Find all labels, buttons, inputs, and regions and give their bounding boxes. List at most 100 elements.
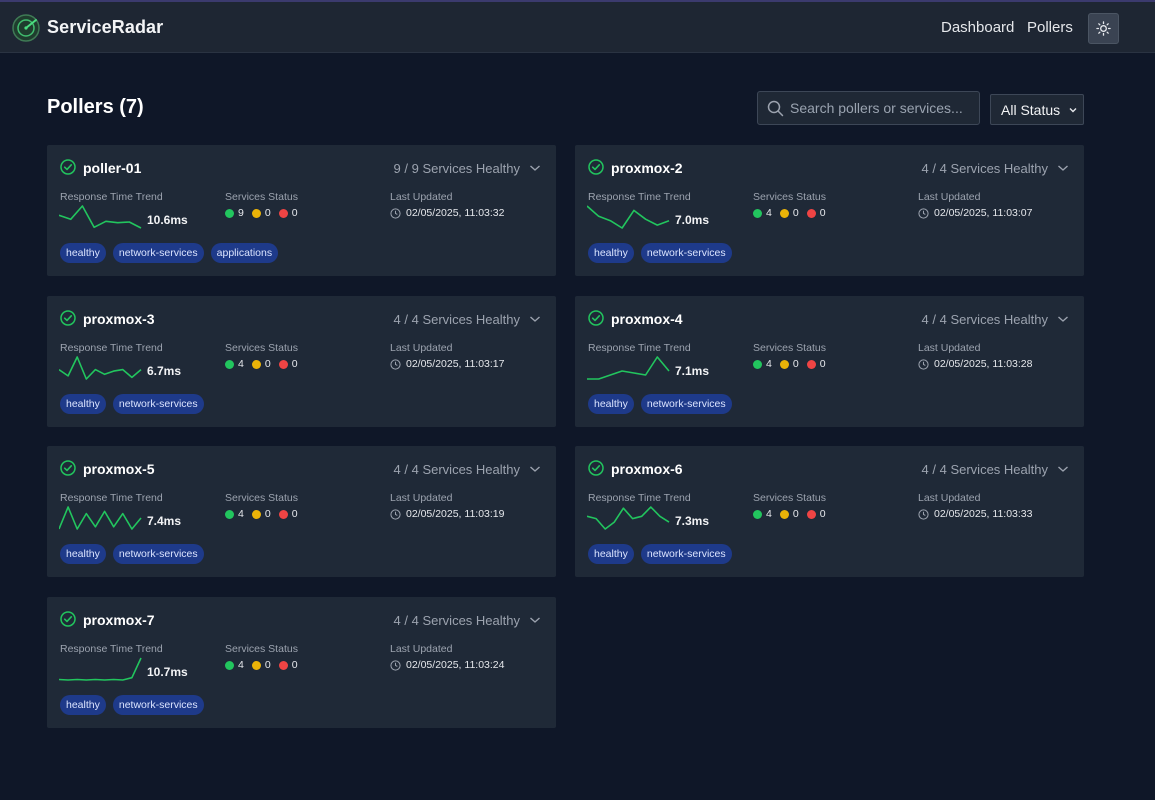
response-time-sparkline (59, 657, 142, 681)
last-updated: 02/05/2025, 11:03:24 (390, 659, 504, 671)
clock-icon (918, 508, 929, 520)
services-healthy-summary: 9 / 9 Services Healthy (393, 161, 520, 176)
sparkline-line (59, 506, 142, 530)
healthy-dot-icon (225, 660, 234, 670)
chevron-down-icon[interactable] (1057, 163, 1069, 173)
brand-name[interactable]: ServiceRadar (47, 17, 164, 37)
critical-dot-icon (278, 660, 288, 670)
tag-badge[interactable]: network-services (112, 394, 204, 414)
healthy-dot-icon (753, 359, 762, 369)
page-title: Pollers (7) (47, 96, 144, 118)
tag-list: healthy network-services (588, 394, 739, 414)
tag-list: healthy network-services (588, 243, 739, 263)
poller-name[interactable]: proxmox-7 (83, 612, 155, 628)
chevron-down-icon[interactable] (529, 314, 541, 324)
tag-badge[interactable]: applications (210, 243, 279, 263)
warning-dot-icon (251, 660, 261, 670)
poller-name[interactable]: poller-01 (83, 160, 142, 176)
clock-icon (390, 659, 401, 671)
poller-card[interactable]: proxmox-2 4 / 4 Services Healthy Respons… (575, 145, 1084, 276)
tag-badge[interactable]: healthy (60, 243, 106, 263)
services-status-label: Services Status (753, 342, 826, 354)
last-updated-value: 02/05/2025, 11:03:17 (406, 358, 505, 370)
last-updated: 02/05/2025, 11:03:19 (390, 508, 504, 520)
chevron-down-icon[interactable] (529, 163, 541, 173)
warning-count: 0 (792, 358, 799, 370)
chevron-down-icon[interactable] (529, 464, 541, 474)
radar-logo-icon[interactable] (12, 14, 40, 42)
poller-name[interactable]: proxmox-2 (611, 160, 683, 176)
poller-name[interactable]: proxmox-5 (83, 461, 155, 477)
poller-card[interactable]: proxmox-6 4 / 4 Services Healthy Respons… (575, 446, 1084, 577)
sparkline-line (587, 205, 670, 229)
sparkline-line (587, 506, 670, 530)
tag-badge[interactable]: network-services (640, 394, 732, 414)
tag-badge[interactable]: healthy (588, 544, 634, 564)
top-navbar: ServiceRadar Dashboard Pollers (0, 0, 1155, 53)
response-time-label: Response Time Trend (588, 191, 691, 203)
tag-badge[interactable]: healthy (60, 695, 106, 715)
chevron-down-icon[interactable] (1057, 314, 1069, 324)
tag-list: healthy network-services (60, 544, 211, 564)
poller-name[interactable]: proxmox-4 (611, 311, 683, 327)
poller-card[interactable]: proxmox-3 4 / 4 Services Healthy Respons… (47, 296, 556, 427)
poller-card[interactable]: proxmox-7 4 / 4 Services Healthy Respons… (47, 597, 556, 728)
response-time-sparkline (59, 356, 142, 380)
tag-badge[interactable]: network-services (112, 544, 204, 564)
response-time-sparkline (587, 356, 670, 380)
warning-dot-icon (251, 509, 261, 519)
tag-badge[interactable]: network-services (112, 695, 204, 715)
healthy-dot-icon (753, 509, 762, 519)
healthy-dot-icon (753, 208, 762, 218)
clock-icon (390, 358, 401, 370)
critical-count: 0 (819, 508, 826, 520)
last-updated: 02/05/2025, 11:03:17 (390, 358, 504, 370)
last-updated: 02/05/2025, 11:03:33 (918, 508, 1032, 520)
poller-name[interactable]: proxmox-3 (83, 311, 155, 327)
theme-toggle-button[interactable] (1088, 13, 1119, 44)
last-updated-label: Last Updated (390, 191, 453, 203)
chevron-down-icon[interactable] (529, 615, 541, 625)
chevron-down-icon[interactable] (1057, 464, 1069, 474)
tag-badge[interactable]: network-services (640, 544, 732, 564)
tag-badge[interactable]: healthy (588, 243, 634, 263)
chevron-down-icon (1069, 108, 1077, 113)
poller-card[interactable]: proxmox-5 4 / 4 Services Healthy Respons… (47, 446, 556, 577)
tag-badge[interactable]: network-services (112, 243, 204, 263)
services-healthy-summary: 4 / 4 Services Healthy (393, 312, 520, 327)
poller-card[interactable]: proxmox-4 4 / 4 Services Healthy Respons… (575, 296, 1084, 427)
poller-card[interactable]: poller-01 9 / 9 Services Healthy Respons… (47, 145, 556, 276)
search-icon (767, 100, 784, 117)
critical-count: 0 (819, 207, 826, 219)
check-circle-icon (588, 159, 604, 175)
services-status-counts: 4 0 0 (753, 207, 834, 219)
services-healthy-summary: 4 / 4 Services Healthy (393, 613, 520, 628)
services-status-label: Services Status (225, 191, 298, 203)
response-time-value: 7.0ms (675, 213, 710, 227)
nav-pollers-link[interactable]: Pollers (1027, 19, 1073, 36)
tag-badge[interactable]: healthy (588, 394, 634, 414)
response-time-sparkline (59, 506, 142, 530)
check-circle-icon (588, 460, 604, 476)
tag-list: healthy network-services (588, 544, 739, 564)
critical-dot-icon (806, 208, 816, 218)
critical-count: 0 (291, 207, 298, 219)
services-status-label: Services Status (225, 492, 298, 504)
response-time-label: Response Time Trend (60, 492, 163, 504)
search-input[interactable] (790, 92, 976, 124)
status-filter-value: All Status (1001, 102, 1061, 118)
warning-count: 0 (792, 508, 799, 520)
tag-badge[interactable]: healthy (60, 394, 106, 414)
sparkline-line (59, 205, 142, 229)
last-updated-value: 02/05/2025, 11:03:32 (406, 207, 505, 219)
status-filter-select[interactable]: All Status (990, 94, 1084, 125)
critical-dot-icon (278, 509, 288, 519)
tag-list: healthy network-services (60, 695, 211, 715)
critical-count: 0 (819, 358, 826, 370)
tag-badge[interactable]: healthy (60, 544, 106, 564)
tag-badge[interactable]: network-services (640, 243, 732, 263)
poller-name[interactable]: proxmox-6 (611, 461, 683, 477)
healthy-count: 4 (766, 508, 772, 520)
nav-dashboard-link[interactable]: Dashboard (941, 19, 1015, 36)
search-box[interactable] (757, 91, 980, 125)
